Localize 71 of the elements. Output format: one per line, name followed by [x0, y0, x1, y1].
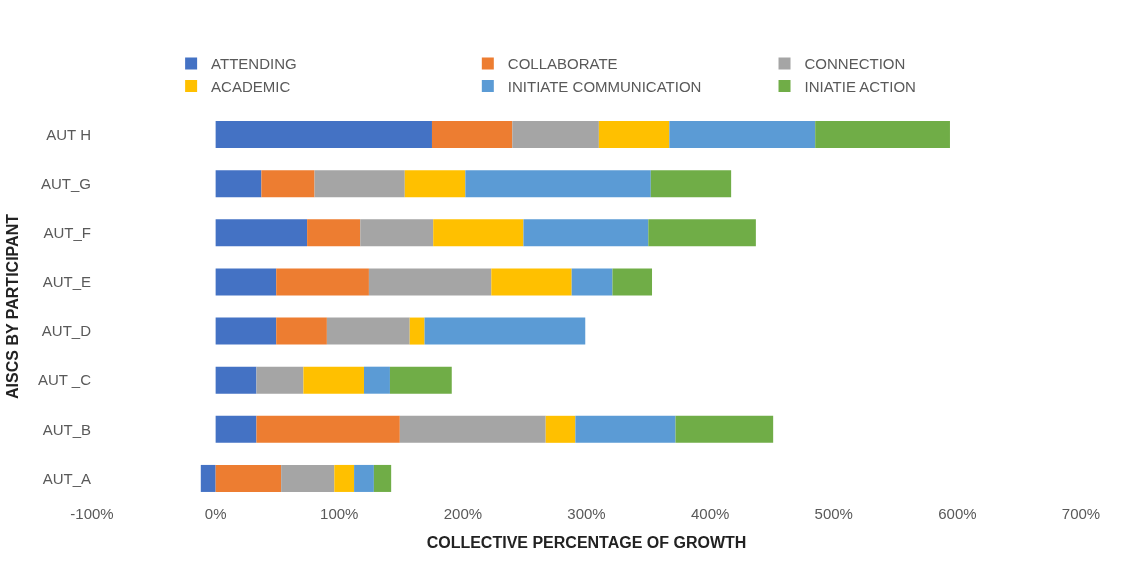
y-tick-label: AUT_E: [42, 273, 91, 291]
legend-label: INITIATE COMMUNICATION: [507, 77, 702, 95]
bar: [326, 317, 410, 345]
bar: [314, 170, 405, 198]
bar: [373, 464, 392, 492]
y-axis-title: AISCS BY PARTICIPANT: [3, 213, 21, 399]
y-tick-label: AUT_F: [43, 224, 91, 242]
y-tick-label: AUT_A: [42, 469, 91, 487]
x-tick-label: 500%: [814, 505, 853, 522]
bar: [575, 415, 676, 443]
y-tick-label: AUT _C: [37, 371, 92, 389]
bar: [815, 121, 950, 149]
bar: [215, 317, 277, 345]
bar: [215, 464, 282, 492]
bar: [389, 366, 452, 394]
bar: [215, 170, 262, 198]
y-tick-label: AUT_G: [40, 174, 91, 192]
x-tick-label: 700%: [1061, 505, 1101, 522]
bar: [424, 317, 586, 345]
bar: [523, 219, 649, 247]
x-tick-label: 300%: [567, 505, 606, 522]
bar: [334, 464, 355, 492]
bar: [669, 121, 816, 149]
bar: [354, 464, 374, 492]
bar: [465, 170, 651, 198]
legend-label: INIATIE ACTION: [804, 77, 916, 95]
x-tick-label: 600%: [938, 505, 977, 522]
bar: [215, 121, 432, 149]
bar: [675, 415, 774, 443]
bar: [200, 464, 216, 492]
bar: [215, 268, 277, 296]
x-axis-title: COLLECTIVE PERCENTAGE OF GROWTH: [426, 533, 747, 551]
bar: [307, 219, 361, 247]
bar: [256, 415, 400, 443]
x-tick-label: 200%: [443, 505, 483, 522]
bar: [404, 170, 466, 198]
bar: [261, 170, 315, 198]
bar: [215, 415, 257, 443]
y-tick-label: AUT H: [46, 125, 91, 143]
bar: [433, 219, 524, 247]
bar: [409, 317, 425, 345]
bar: [545, 415, 576, 443]
bar: [648, 219, 756, 247]
x-tick-label: 400%: [690, 505, 730, 522]
bar: [650, 170, 732, 198]
bar: [303, 366, 364, 394]
legend-label: ACADEMIC: [211, 77, 291, 95]
y-tick-label: AUT_D: [41, 322, 92, 340]
bar: [512, 121, 599, 149]
legend-label: COLLABORATE: [507, 55, 618, 73]
legend-label: ATTENDING: [211, 55, 297, 73]
bar: [368, 268, 492, 296]
bar: [598, 121, 670, 149]
bar: [276, 317, 327, 345]
bar: [256, 366, 304, 394]
x-tick-label: -100%: [70, 505, 114, 522]
bar: [215, 366, 257, 394]
y-tick-label: AUT_B: [42, 420, 91, 438]
bar: [612, 268, 653, 296]
bar: [360, 219, 434, 247]
legend-label: CONNECTION: [804, 55, 906, 73]
bar: [431, 121, 513, 149]
bar: [399, 415, 546, 443]
bar: [363, 366, 390, 394]
bar: [491, 268, 572, 296]
bar: [281, 464, 335, 492]
bar: [571, 268, 613, 296]
bar: [276, 268, 369, 296]
x-tick-label: 0%: [204, 505, 227, 522]
bar: [215, 219, 308, 247]
x-tick-label: 100%: [320, 505, 359, 522]
